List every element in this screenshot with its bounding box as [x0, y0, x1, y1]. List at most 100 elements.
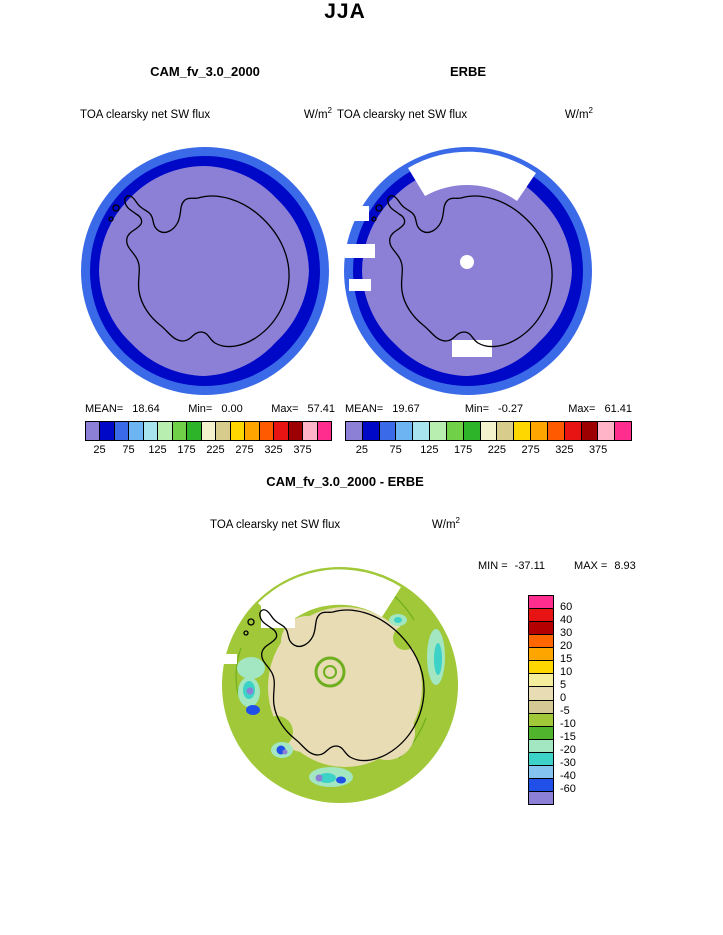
units-diff: W/m2: [431, 516, 460, 531]
mean-label: MEAN=: [85, 403, 124, 415]
colorbar-segment: [529, 700, 553, 714]
antarctica-outline: [124, 195, 290, 348]
tick-label: 25: [355, 444, 368, 456]
colorbar-ticks-cam: 25 75 125 175 225 275 325 375: [85, 444, 317, 456]
colorbar-level-label: 20: [560, 640, 573, 652]
missing-data-patches: [343, 151, 536, 357]
max-label: MAX =: [574, 560, 608, 572]
patch-blue: [246, 705, 260, 715]
colorbar-level-label: -30: [560, 757, 576, 769]
mean-value: 18.64: [132, 403, 160, 415]
diff-green-inlet: [261, 716, 293, 748]
colorbar-segment: [362, 422, 380, 440]
colorbar-segment: [529, 726, 553, 740]
polar-map-erbe: [343, 147, 592, 395]
max-label: Max=: [568, 403, 596, 415]
tick-label: 75: [389, 444, 402, 456]
missing-data-wedge: [408, 151, 536, 201]
tick-label: 225: [206, 444, 225, 456]
diff-beige-blob: [281, 616, 333, 668]
colorbar-ticks-erbe: 25 75 125 175 225 275 325 375: [345, 444, 615, 456]
colorbar-segment: [529, 596, 553, 610]
stats-diff: MIN = -37.11 MAX = 8.93: [478, 560, 636, 572]
colorbar-diff: [528, 595, 554, 805]
colorbar-level-label: 30: [560, 627, 573, 639]
colorbar-segment: [303, 422, 318, 440]
stats-erbe: MEAN= 19.67 Min= -0.27 Max= 61.41: [345, 403, 632, 415]
patch-turquoise: [434, 643, 442, 675]
colorbar-cam: [85, 421, 332, 441]
colorbar-segment: [529, 765, 553, 779]
missing-data-tab: [223, 654, 237, 664]
missing-data-patches: [223, 569, 401, 664]
colorbar-segment: [187, 422, 202, 440]
subtitle-row-cam: TOA clearsky net SW flux W/m2: [80, 106, 332, 121]
patch-turquoise: [394, 617, 402, 623]
colorbar-segment: [230, 422, 246, 440]
diff-negative-patches: [237, 614, 445, 787]
mean-label: MEAN=: [345, 403, 384, 415]
colorbar-segment: [529, 791, 553, 804]
colorbar-segment: [396, 422, 414, 440]
polar-cap-field: [362, 165, 572, 376]
colorbar-segment: [529, 661, 553, 675]
tick-label: 275: [235, 444, 254, 456]
colorbar-segment: [529, 648, 553, 662]
diff-interior-field: [261, 607, 422, 767]
colorbar-segment: [201, 422, 217, 440]
colorbar-segment: [430, 422, 447, 440]
colorbar-segment: [480, 422, 498, 440]
contour-line: [235, 647, 242, 695]
tick-label: 125: [148, 444, 167, 456]
island-outline: [108, 216, 114, 222]
missing-data-tab: [349, 279, 371, 291]
patch-purple: [246, 687, 254, 695]
diff-beige-blob: [359, 704, 415, 760]
colorbar-segment: [514, 422, 532, 440]
colorbar-erbe: [345, 421, 632, 441]
colorbar-segment: [216, 422, 231, 440]
colorbar-level-label: 10: [560, 666, 573, 678]
subtitle-row-erbe: TOA clearsky net SW flux W/m2: [337, 106, 593, 121]
max-value: 61.41: [604, 403, 632, 415]
polar-map-diff: [222, 567, 458, 803]
tick-label: 325: [555, 444, 574, 456]
min-label: Min=: [188, 403, 213, 415]
min-label: MIN =: [478, 560, 508, 572]
pole-hole-dot: [460, 255, 474, 269]
colorbar-segment: [86, 422, 101, 440]
colorbar-level-label: -40: [560, 770, 576, 782]
min-value: -37.11: [514, 560, 546, 572]
polar-map-cam: [81, 147, 329, 395]
colorbar-segment: [100, 422, 115, 440]
field-title-diff: TOA clearsky net SW flux: [210, 518, 341, 531]
colorbar-segment: [531, 422, 548, 440]
patch-turquoise: [318, 773, 336, 783]
island-outline: [112, 204, 120, 212]
colorbar-level-label: 15: [560, 653, 573, 665]
stats-cam: MEAN= 18.64 Min= 0.00 Max= 57.41: [85, 403, 335, 415]
colorbar-segment: [497, 422, 515, 440]
colorbar-segment: [615, 422, 632, 440]
units-erbe: W/m2: [564, 106, 593, 121]
colorbar-segment: [379, 422, 397, 440]
max-value: 8.93: [614, 560, 636, 572]
colorbar-segment: [274, 422, 289, 440]
colorbar-segment: [529, 622, 553, 636]
missing-data-tab: [345, 244, 375, 258]
tick-label: 175: [177, 444, 196, 456]
min-value: 0.00: [221, 403, 243, 415]
diff-beige-blob: [279, 704, 327, 752]
colorbar-segment: [172, 422, 188, 440]
tick-label: 25: [93, 444, 106, 456]
mean-value: 19.67: [392, 403, 420, 415]
colorbar-segment: [114, 422, 130, 440]
tick-label: 125: [420, 444, 439, 456]
units-cam: W/m2: [303, 106, 332, 121]
field-title-cam: TOA clearsky net SW flux: [80, 108, 211, 121]
colorbar-segment: [529, 752, 553, 766]
colorbar-segment: [529, 713, 553, 727]
colorbar-segment: [598, 422, 616, 440]
colorbar-level-label: 5: [560, 679, 567, 691]
colorbar-level-label: 60: [560, 601, 573, 613]
